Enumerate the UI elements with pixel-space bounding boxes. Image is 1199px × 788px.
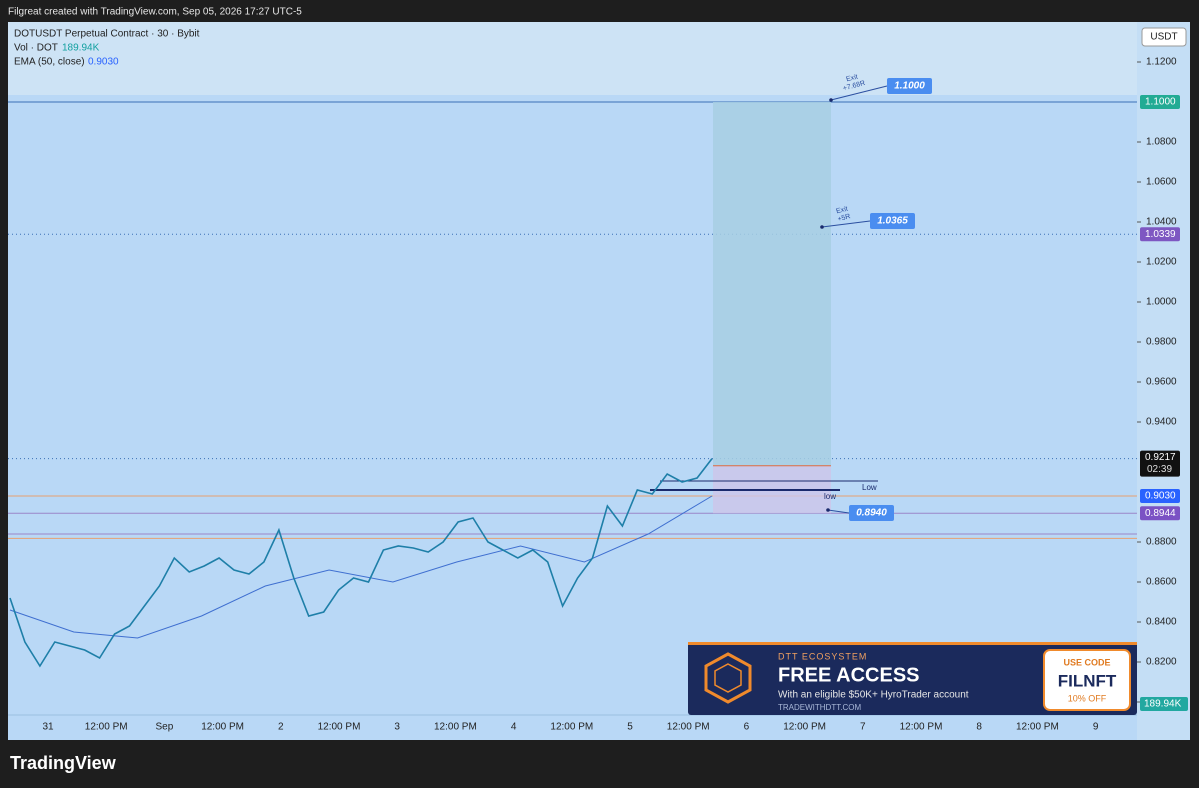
ad-url: TRADEWITHDTT.COM	[778, 703, 861, 712]
price-badge-label: 1.0339	[1145, 229, 1176, 240]
volume-badge: 189.94K	[1144, 699, 1182, 710]
annotation-dot	[826, 508, 830, 512]
time-tick-label: 12:00 PM	[900, 722, 943, 733]
ema-value: 0.9030	[88, 57, 119, 68]
countdown: 02:39	[1147, 464, 1172, 475]
time-tick-label: Sep	[156, 722, 174, 733]
annotation-price: 1.1000	[894, 81, 925, 92]
time-tick-label: 12:00 PM	[1016, 722, 1059, 733]
annotation-box	[849, 505, 894, 521]
time-tick-label: 12:00 PM	[550, 722, 593, 733]
time-tick-label: 2	[278, 722, 284, 733]
price-tick-label: 1.0200	[1146, 257, 1177, 268]
symbol: DOTUSDT Perpetual Contract · 30 · Bybit	[14, 29, 200, 40]
profit-zone	[713, 102, 831, 466]
time-tick-label: 4	[511, 722, 517, 733]
volume-badge-bg	[1140, 697, 1188, 711]
price-tick-label: 1.0400	[1146, 217, 1177, 228]
price-badge	[1140, 95, 1180, 109]
price-badge	[1140, 506, 1180, 521]
ad-banner[interactable]: DTT ECOSYSTEM FREE ACCESS With an eligib…	[688, 642, 1137, 715]
price-tick-label: 0.8400	[1146, 617, 1177, 628]
price-tick-label: 1.0800	[1146, 137, 1177, 148]
price-badge	[1140, 227, 1180, 242]
price-tick-label: 0.8200	[1146, 657, 1177, 668]
low-label: low	[824, 492, 836, 501]
time-tick-label: 31	[42, 722, 54, 733]
caption: Filgreat created with TradingView.com, S…	[8, 7, 302, 18]
last-price-label: 0.9217	[1145, 452, 1176, 463]
time-tick-label: 8	[976, 722, 982, 733]
price-badge-label: 0.9030	[1145, 491, 1176, 502]
ema-label: EMA (50, close)	[14, 57, 85, 68]
code-label: USE CODE	[1063, 657, 1110, 667]
price-tick-label: 1.0000	[1146, 297, 1177, 308]
ad-bg	[688, 642, 1137, 715]
annotation-box	[887, 78, 932, 94]
annotation-title: Exit	[846, 74, 859, 84]
annotation-price: 0.8940	[856, 508, 887, 519]
price-tick-label: 0.8800	[1146, 537, 1177, 548]
price-axis	[1137, 22, 1190, 740]
annotation-pointer	[821, 220, 871, 228]
ad-title: FREE ACCESS	[778, 664, 920, 686]
price-line	[9, 458, 713, 668]
time-tick-label: 12:00 PM	[434, 722, 477, 733]
ad-border	[688, 642, 1137, 645]
annotation-dot	[829, 98, 833, 102]
price-tick-label: 0.9800	[1146, 337, 1177, 348]
price-badge	[1140, 489, 1180, 503]
annotation-r: +5R	[837, 213, 851, 223]
top-zone	[8, 22, 1137, 95]
volume-label: Vol · DOT	[14, 43, 58, 54]
discount: 10% OFF	[1068, 693, 1107, 703]
price-badge-label: 0.8944	[1145, 508, 1176, 519]
unit: USDT	[1150, 32, 1177, 43]
annotation-pointer	[827, 509, 850, 514]
time-tick-label: 6	[744, 722, 750, 733]
time-tick-label: 12:00 PM	[783, 722, 826, 733]
brand: TradingView	[10, 753, 117, 773]
ad-eyebrow: DTT ECOSYSTEM	[778, 651, 867, 661]
annotation-box	[870, 213, 915, 229]
annotation-pointer	[830, 85, 888, 101]
time-tick-label: 5	[627, 722, 633, 733]
code-box	[1043, 649, 1131, 711]
annotation-dot	[820, 225, 824, 229]
low-label: Low	[862, 483, 877, 492]
ad-text: With an eligible $50K+ HyroTrader accoun…	[778, 690, 969, 701]
time-tick-label: 3	[394, 722, 400, 733]
price-tick-label: 0.8600	[1146, 577, 1177, 588]
annotation-title: Exit	[836, 206, 849, 216]
price-tick-label: 0.9600	[1146, 377, 1177, 388]
last-price-badge	[1140, 450, 1180, 477]
volume-value: 189.94K	[62, 43, 100, 54]
time-tick-label: 12:00 PM	[201, 722, 244, 733]
code: FILNFT	[1058, 671, 1117, 690]
time-tick-label: 12:00 PM	[85, 722, 128, 733]
price-tick-label: 1.1200	[1146, 57, 1177, 68]
ad-logo-inner	[714, 663, 742, 693]
chart-panel	[8, 22, 1190, 740]
time-tick-label: 7	[860, 722, 866, 733]
unit-box	[1141, 27, 1187, 47]
time-tick-label: 12:00 PM	[667, 722, 710, 733]
time-tick-label: 9	[1093, 722, 1099, 733]
price-tick-label: 1.0600	[1146, 177, 1177, 188]
time-tick-label: 12:00 PM	[318, 722, 361, 733]
price-line	[9, 495, 713, 639]
price-tick-label: 0.9400	[1146, 417, 1177, 428]
price-badge-label: 1.1000	[1145, 97, 1176, 108]
annotation-price: 1.0365	[877, 216, 908, 227]
ad-logo	[704, 652, 752, 704]
